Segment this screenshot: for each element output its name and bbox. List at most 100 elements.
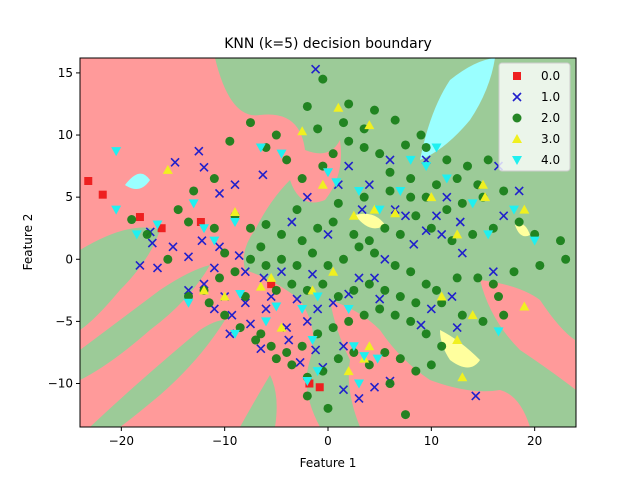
point-class-0.0 (305, 379, 314, 388)
point-class-2.0 (406, 316, 416, 326)
point-class-1.0 (457, 248, 467, 258)
y-tick-label: 0 (65, 252, 73, 266)
point-class-2.0 (380, 347, 390, 357)
point-class-2.0 (452, 174, 462, 184)
point-class-2.0 (370, 105, 379, 115)
point-class-2.0 (261, 260, 271, 270)
point-class-1.0 (245, 319, 256, 329)
point-class-4.0 (209, 236, 220, 246)
legend-marker-1.0 (512, 92, 522, 102)
point-class-2.0 (370, 248, 379, 258)
point-class-1.0 (369, 382, 380, 392)
point-class-2.0 (380, 223, 390, 233)
point-class-1.0 (183, 252, 194, 262)
point-class-2.0 (457, 198, 467, 208)
point-class-1.0 (276, 267, 287, 277)
y-axis-label: Feature 2 (21, 214, 35, 271)
point-class-4.0 (312, 367, 323, 377)
point-class-2.0 (349, 229, 359, 239)
x-axis: −20 −10 0 10 20 (109, 427, 542, 448)
point-class-2.0 (509, 267, 519, 277)
point-class-4.0 (441, 174, 452, 184)
point-class-2.0 (215, 273, 224, 283)
point-class-1.0 (168, 242, 178, 252)
point-class-4.0 (255, 143, 266, 153)
point-class-1.0 (488, 267, 498, 277)
point-class-4.0 (467, 199, 478, 209)
point-class-1.0 (375, 294, 385, 304)
point-class-2.0 (313, 124, 323, 134)
point-class-2.0 (302, 101, 312, 111)
point-class-3.0 (255, 281, 266, 291)
point-class-1.0 (307, 269, 318, 279)
point-class-1.0 (292, 294, 302, 304)
point-class-2.0 (488, 279, 498, 289)
point-class-2.0 (282, 347, 292, 357)
point-class-1.0 (194, 146, 204, 156)
point-class-2.0 (287, 279, 297, 289)
point-class-2.0 (308, 248, 317, 258)
point-class-2.0 (468, 229, 478, 239)
point-class-3.0 (348, 210, 359, 220)
point-class-1.0 (240, 267, 250, 277)
point-class-1.0 (338, 385, 349, 395)
point-class-2.0 (478, 316, 488, 326)
point-class-4.0 (354, 186, 364, 196)
point-class-0.0 (267, 280, 276, 289)
point-class-1.0 (302, 316, 312, 326)
point-class-2.0 (437, 341, 447, 351)
point-class-3.0 (328, 266, 339, 276)
point-class-2.0 (385, 379, 395, 389)
point-class-0.0 (315, 383, 324, 392)
point-class-1.0 (313, 304, 323, 314)
point-class-2.0 (204, 298, 214, 308)
point-class-4.0 (111, 147, 122, 157)
point-class-2.0 (266, 341, 276, 351)
point-class-4.0 (529, 236, 540, 246)
point-class-3.0 (452, 229, 463, 239)
point-class-4.0 (493, 327, 504, 337)
point-class-2.0 (277, 254, 286, 264)
point-class-4.0 (348, 342, 359, 352)
point-class-2.0 (344, 136, 354, 146)
point-class-4.0 (331, 178, 342, 188)
point-class-2.0 (463, 161, 472, 171)
point-class-4.0 (183, 298, 194, 308)
point-class-4.0 (235, 290, 246, 300)
point-class-2.0 (406, 174, 416, 184)
point-class-2.0 (277, 229, 286, 239)
legend-label: 1.0 (541, 90, 560, 104)
point-class-1.0 (209, 263, 219, 273)
point-class-2.0 (426, 360, 436, 370)
point-class-1.0 (311, 345, 321, 355)
point-class-1.0 (234, 250, 244, 261)
point-class-4.0 (111, 205, 122, 215)
point-class-1.0 (409, 239, 419, 249)
point-class-3.0 (519, 301, 530, 311)
point-class-1.0 (364, 180, 374, 190)
point-class-2.0 (209, 223, 219, 233)
point-class-0.0 (157, 224, 166, 233)
legend-marker-2.0 (512, 113, 522, 123)
point-class-1.0 (287, 217, 297, 227)
point-class-2.0 (220, 310, 230, 320)
point-class-2.0 (339, 254, 348, 264)
point-class-4.0 (188, 199, 199, 209)
point-class-1.0 (437, 229, 447, 239)
point-class-2.0 (364, 279, 374, 289)
point-class-1.0 (147, 238, 157, 248)
point-class-2.0 (395, 354, 405, 364)
point-class-2.0 (411, 366, 421, 376)
point-class-4.0 (152, 220, 163, 230)
point-class-2.0 (359, 142, 369, 152)
point-class-1.0 (471, 391, 481, 401)
legend-label: 4.0 (541, 153, 560, 167)
y-tick-label: −10 (48, 377, 73, 391)
point-class-2.0 (426, 223, 436, 233)
point-class-3.0 (343, 366, 354, 376)
point-class-2.0 (421, 279, 431, 289)
point-class-4.0 (372, 354, 383, 364)
point-class-4.0 (276, 149, 287, 159)
point-class-4.0 (302, 377, 313, 387)
point-class-1.0 (214, 188, 225, 198)
